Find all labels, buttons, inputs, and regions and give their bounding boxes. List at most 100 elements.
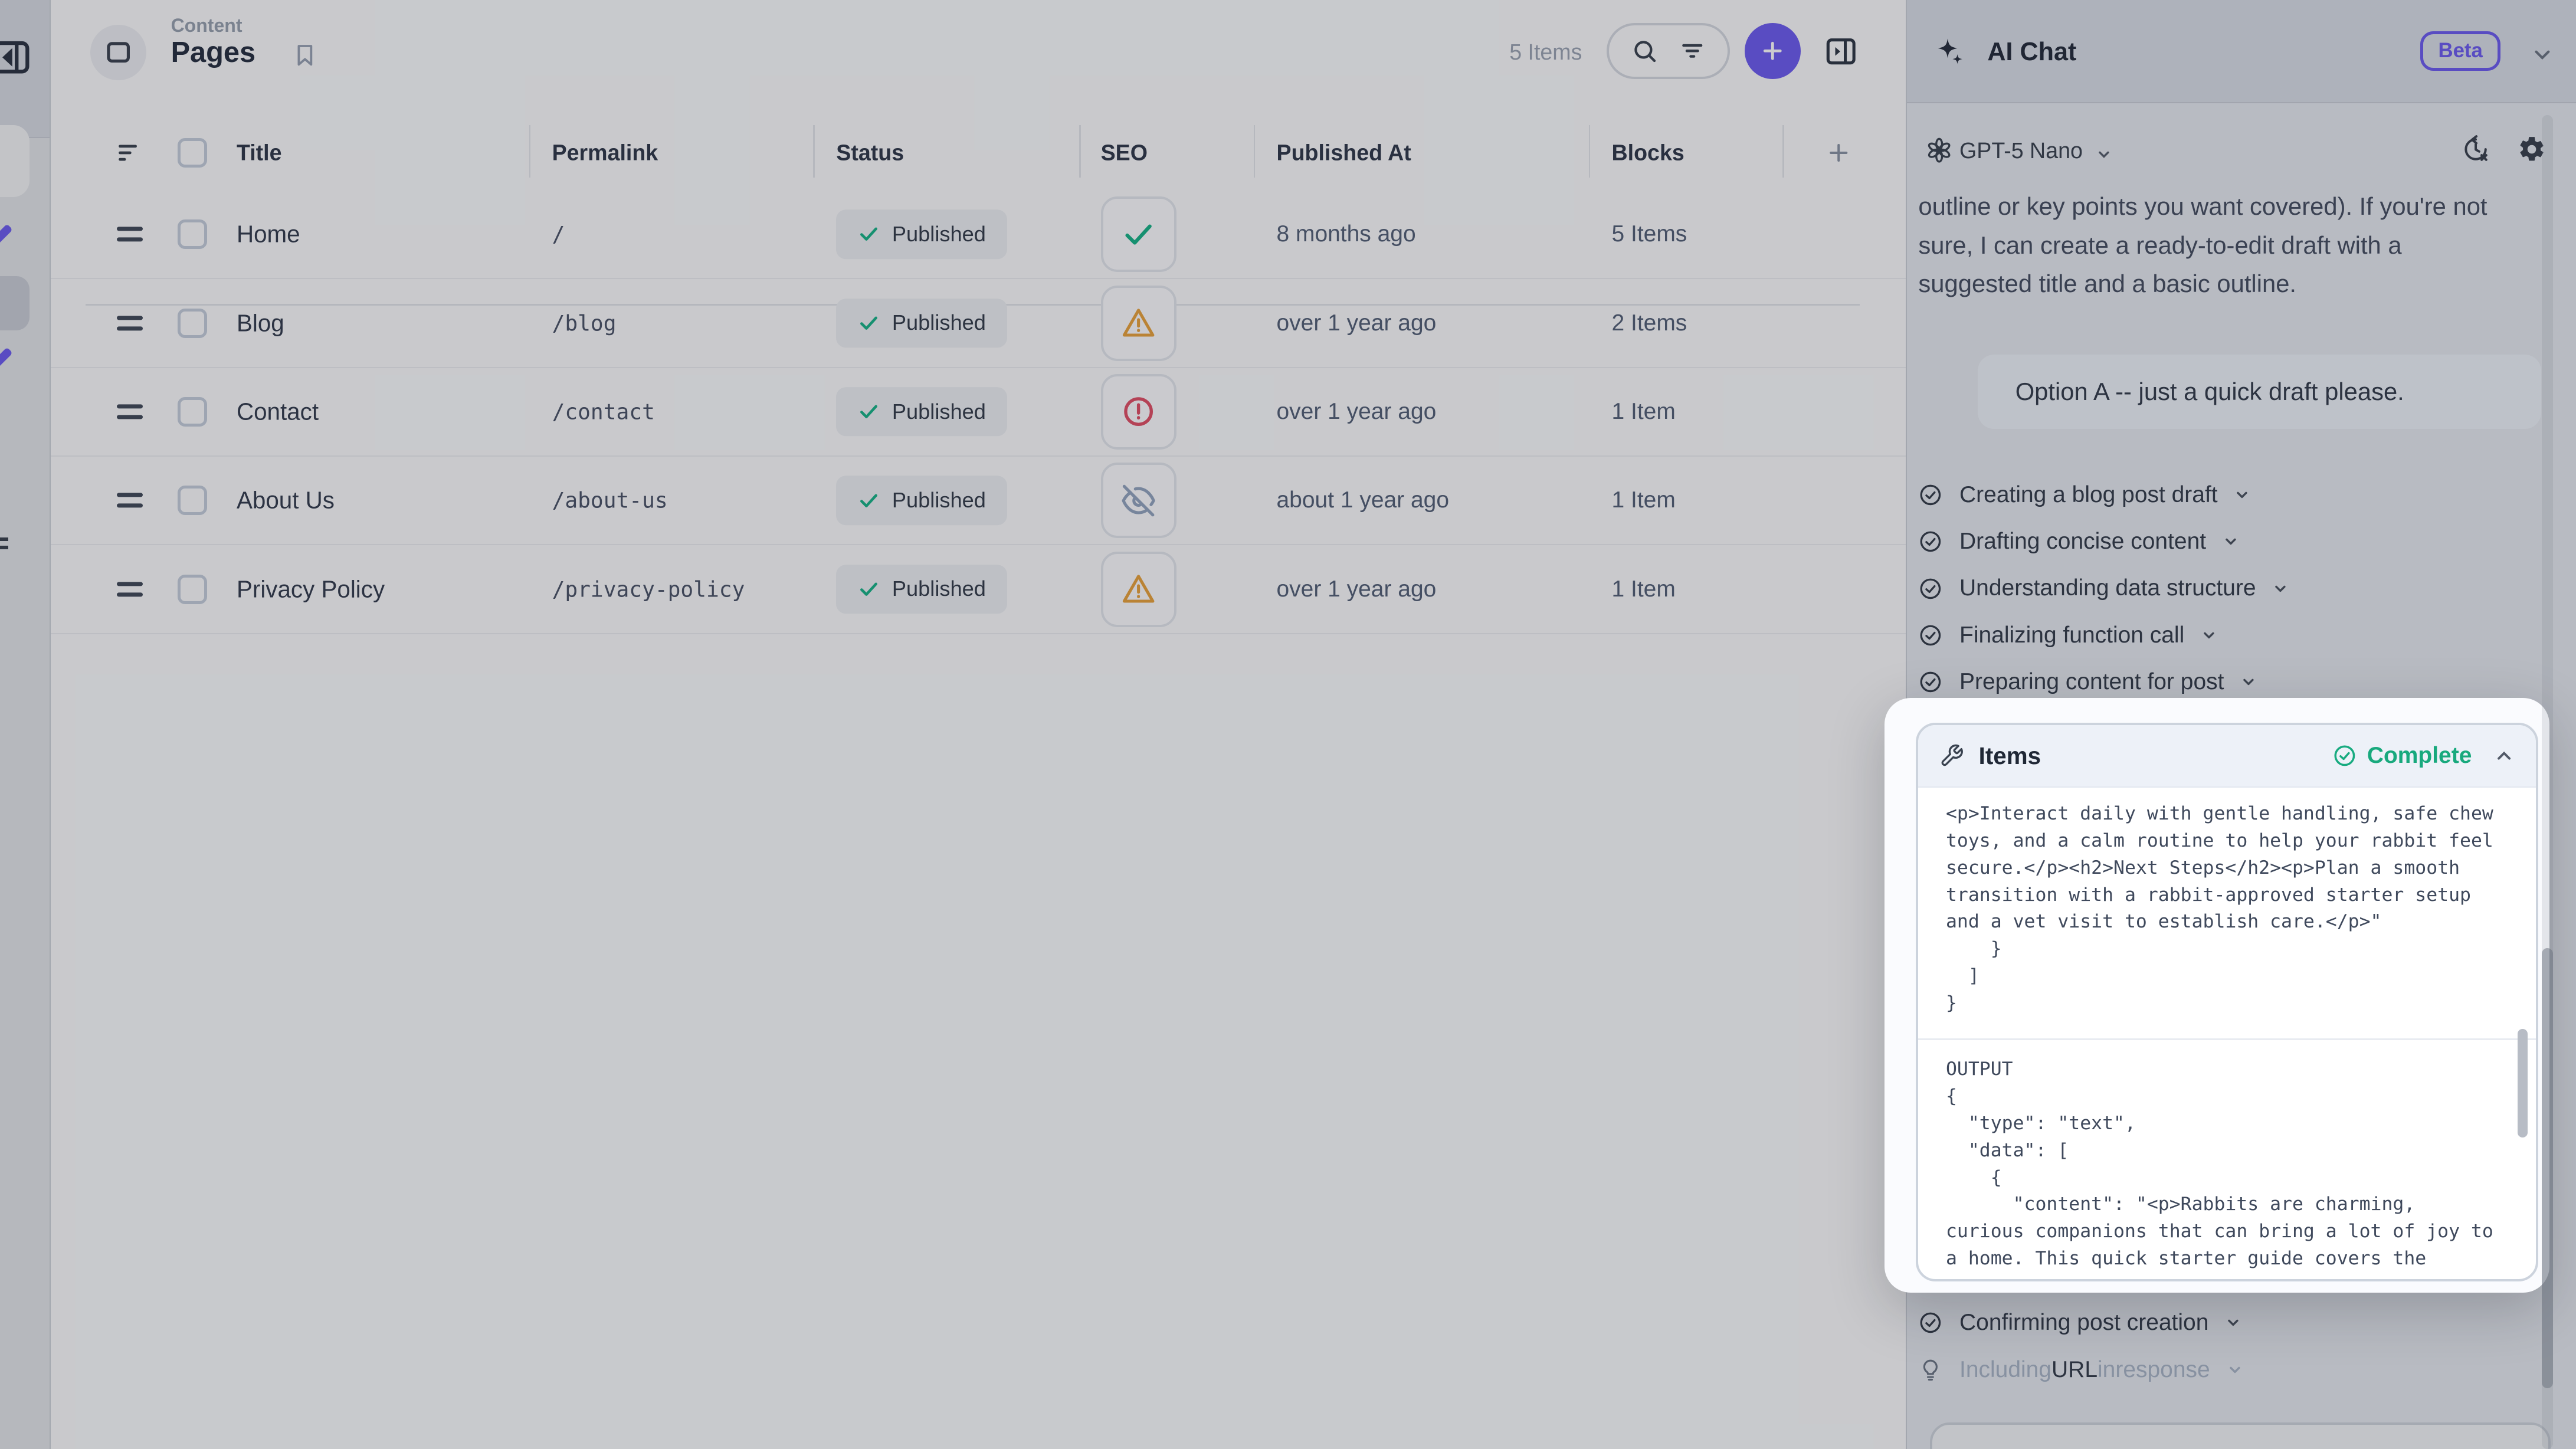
tool-input-code: <p>Interact daily with gentle handling, … bbox=[1945, 803, 2493, 1014]
panel-scrollbar-thumb[interactable] bbox=[2541, 948, 2553, 1388]
sidebar-item-partial[interactable] bbox=[0, 276, 30, 330]
wrench-icon bbox=[1939, 743, 1964, 768]
table-row[interactable]: Blog/blog Published over 1 year ago 2 Items bbox=[51, 279, 1906, 368]
seo-status-button-error[interactable] bbox=[1100, 373, 1176, 450]
tool-card-header[interactable]: Items Complete bbox=[1918, 725, 2536, 788]
column-header-permalink[interactable]: Permalink bbox=[552, 140, 658, 165]
items-count: 5 Items bbox=[1509, 39, 1582, 64]
chevron-down-icon[interactable] bbox=[2096, 146, 2112, 163]
blocks-cell: 1 Item bbox=[1611, 398, 1676, 424]
permalink-cell: /blog bbox=[552, 310, 617, 336]
filter-icon[interactable] bbox=[1679, 38, 1706, 64]
seo-status-button-warning[interactable] bbox=[1100, 551, 1176, 627]
chevron-up-icon[interactable] bbox=[2493, 745, 2515, 766]
drag-handle[interactable] bbox=[116, 309, 143, 337]
breadcrumb: Content bbox=[171, 15, 242, 37]
page-title: Pages bbox=[171, 37, 256, 69]
seo-status-button-check[interactable] bbox=[1100, 196, 1176, 273]
sidebar-strip bbox=[0, 0, 51, 1449]
status-badge: Published bbox=[836, 387, 1008, 437]
openai-logo-icon bbox=[1925, 136, 1953, 164]
chat-input[interactable] bbox=[1929, 1422, 2551, 1449]
model-selector[interactable]: GPT-5 Nano bbox=[1959, 137, 2083, 163]
blocks-cell: 1 Item bbox=[1611, 487, 1676, 513]
tool-output-code: OUTPUT { "type": "text", "data": [ { "co… bbox=[1945, 1058, 2493, 1269]
drag-handle[interactable] bbox=[116, 487, 143, 514]
reasoning-step[interactable]: Creating a blog post draft bbox=[1907, 471, 2576, 518]
status-cell: Published bbox=[836, 476, 1008, 525]
status-cell: Published bbox=[836, 387, 1008, 437]
table-row[interactable]: Privacy Policy/privacy-policy Published ov… bbox=[51, 545, 1906, 634]
seo-status-button-hidden[interactable] bbox=[1100, 463, 1176, 539]
clear-history-icon[interactable] bbox=[2461, 135, 2490, 164]
page-title-cell[interactable]: Home bbox=[236, 220, 300, 248]
user-message-text: Option A -- just a quick draft please. bbox=[2015, 378, 2404, 406]
permalink-cell: /contact bbox=[552, 399, 655, 425]
status-cell: Published bbox=[836, 564, 1008, 614]
reasoning-step[interactable]: Including URL in response bbox=[1907, 1346, 2576, 1393]
drag-handle[interactable] bbox=[116, 575, 143, 603]
reasoning-step[interactable]: Drafting concise content bbox=[1907, 518, 2576, 565]
reasoning-steps-list: Creating a blog post draft Drafting conci… bbox=[1907, 471, 2576, 706]
page-title-cell[interactable]: Contact bbox=[236, 398, 319, 425]
drag-handle[interactable] bbox=[116, 221, 143, 248]
permalink-cell: / bbox=[552, 221, 565, 247]
status-badge: Published bbox=[836, 476, 1008, 525]
assistant-message: outline or key points you want covered).… bbox=[1918, 192, 2487, 298]
column-header-status[interactable]: Status bbox=[836, 140, 904, 165]
ai-chat-header bbox=[1906, 0, 2576, 104]
row-checkbox[interactable] bbox=[177, 308, 207, 338]
published-at-cell: over 1 year ago bbox=[1276, 576, 1437, 602]
column-header-seo[interactable]: SEO bbox=[1100, 140, 1148, 165]
page-title-cell[interactable]: Blog bbox=[236, 309, 284, 337]
sidebar-glyph bbox=[0, 537, 8, 542]
tool-status-badge: Complete bbox=[2332, 743, 2472, 769]
page-title-cell[interactable]: About Us bbox=[236, 486, 335, 514]
main-content: Content Pages 5 Items Title Permalink St… bbox=[51, 0, 1906, 1449]
table-row[interactable]: Contact/contact Published over 1 year ago 1… bbox=[51, 368, 1906, 457]
add-page-button[interactable] bbox=[1745, 22, 1801, 79]
row-checkbox[interactable] bbox=[177, 396, 207, 427]
plus-icon bbox=[1763, 41, 1782, 60]
page-title-cell[interactable]: Privacy Policy bbox=[236, 575, 385, 603]
sidebar-item-partial[interactable] bbox=[0, 124, 30, 198]
post-steps-list: Confirming post creation Including URL in… bbox=[1907, 1299, 2576, 1393]
select-all-checkbox[interactable] bbox=[177, 137, 207, 168]
column-header-title[interactable]: Title bbox=[236, 140, 282, 165]
collection-icon-badge bbox=[90, 24, 146, 81]
row-checkbox[interactable] bbox=[177, 486, 207, 516]
blocks-cell: 2 Items bbox=[1611, 310, 1687, 336]
permalink-cell: /privacy-policy bbox=[552, 576, 745, 602]
bookmark-icon[interactable] bbox=[293, 41, 317, 69]
gear-icon[interactable] bbox=[2517, 135, 2546, 164]
clipped-code-line bbox=[1946, 788, 2536, 796]
toggle-right-panel-button[interactable] bbox=[1824, 34, 1858, 68]
column-header-published-at[interactable]: Published At bbox=[1276, 140, 1411, 165]
published-at-cell: 8 months ago bbox=[1276, 221, 1416, 247]
reasoning-step[interactable]: Understanding data structure bbox=[1907, 565, 2576, 612]
sort-icon[interactable] bbox=[117, 141, 143, 164]
status-badge: Published bbox=[836, 298, 1008, 348]
tool-card-body: <p>Interact daily with gentle handling, … bbox=[1918, 788, 2536, 1279]
search-icon[interactable] bbox=[1631, 38, 1658, 64]
reasoning-step[interactable]: Confirming post creation bbox=[1907, 1299, 2576, 1346]
card-scrollbar-thumb[interactable] bbox=[2518, 1029, 2528, 1137]
table-row[interactable]: Home / Published 8 months ago 5 Items bbox=[51, 191, 1906, 280]
tool-call-spotlight: Items Complete <p>Interact daily with ge… bbox=[1884, 698, 2550, 1293]
reasoning-step[interactable]: Finalizing function call bbox=[1907, 612, 2576, 658]
row-checkbox[interactable] bbox=[177, 219, 207, 250]
seo-status-button-warning[interactable] bbox=[1100, 285, 1176, 361]
drag-handle[interactable] bbox=[116, 398, 143, 425]
sidebar-collapse-icon[interactable] bbox=[0, 36, 33, 78]
table-row[interactable]: About Us/about-us Published about 1 year a… bbox=[51, 457, 1906, 546]
chevron-down-icon[interactable] bbox=[2530, 42, 2555, 67]
blocks-cell: 5 Items bbox=[1611, 221, 1687, 247]
published-at-cell: about 1 year ago bbox=[1276, 487, 1450, 513]
check-circle-icon bbox=[2334, 745, 2355, 766]
reasoning-step[interactable]: Preparing content for post bbox=[1907, 659, 2576, 706]
column-header-blocks[interactable]: Blocks bbox=[1611, 140, 1684, 165]
add-column-button[interactable] bbox=[1826, 140, 1852, 166]
status-badge: Published bbox=[836, 209, 1008, 259]
code-divider bbox=[1918, 1038, 2536, 1040]
row-checkbox[interactable] bbox=[177, 574, 207, 604]
